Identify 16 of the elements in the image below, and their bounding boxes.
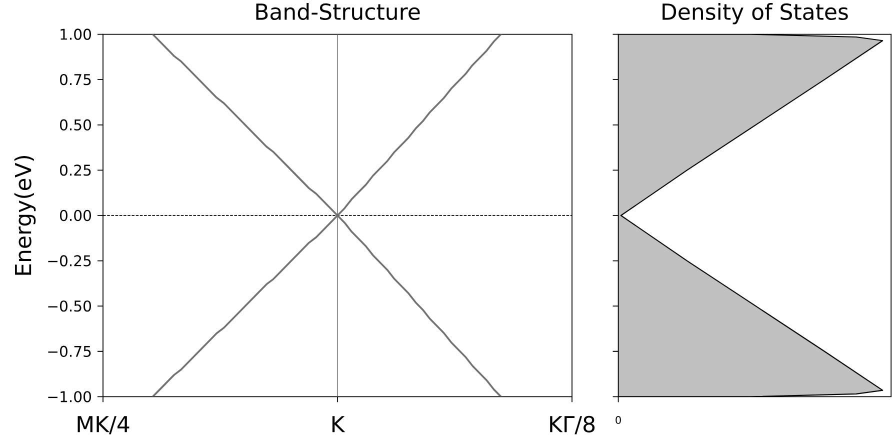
y-tick-label: −1.00	[48, 391, 91, 402]
x-tick-label: MK/4	[78, 416, 130, 434]
y-tick-label: 0.75	[60, 74, 91, 86]
y-axis-title: Energy(eV)	[14, 156, 36, 275]
y-tick-label: 0.25	[60, 164, 91, 176]
chart-title: Density of States	[662, 2, 848, 24]
y-tick-label: −0.50	[48, 300, 91, 312]
y-tick-label: −0.75	[48, 346, 91, 357]
y-tick-label: −0.25	[48, 255, 91, 266]
text: 0	[616, 416, 621, 424]
x-tick-label: KΓ/8	[550, 416, 595, 434]
y-tick-label: 0.00	[60, 210, 91, 222]
y-tick-label: 0.50	[60, 119, 91, 130]
x-tick-label: K	[332, 416, 346, 432]
y-tick-label: 1.00	[60, 28, 91, 40]
chart-title: Band-Structure	[256, 2, 420, 20]
